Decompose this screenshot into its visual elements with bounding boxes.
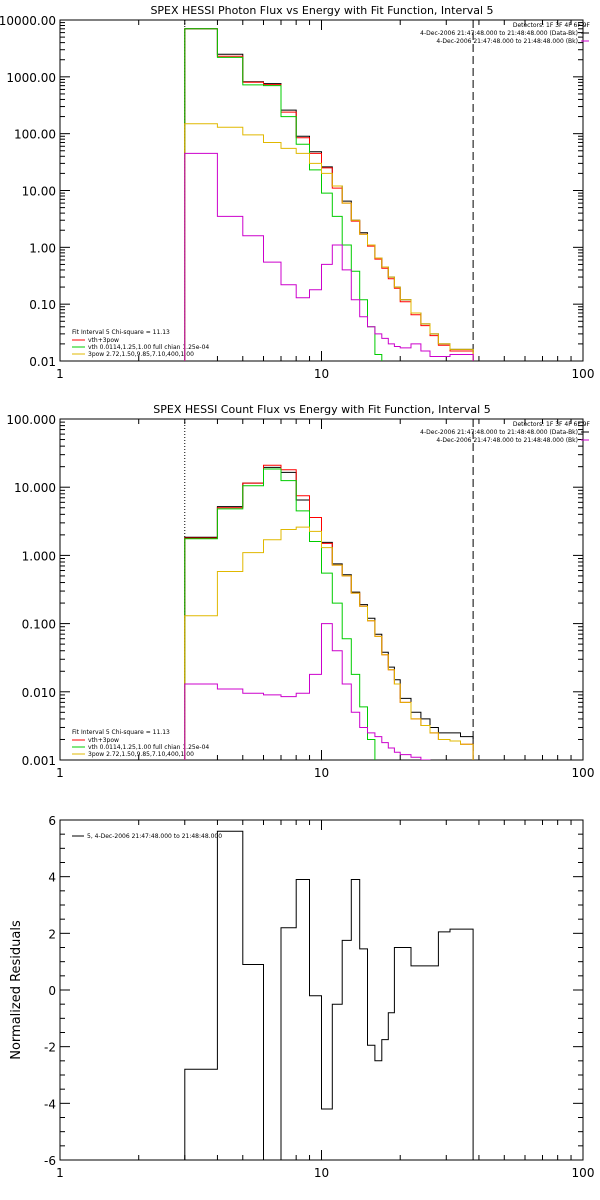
series-group bbox=[184, 464, 474, 760]
plot-frame bbox=[59, 418, 584, 761]
series-line-vth3pow bbox=[184, 464, 474, 760]
x-tick-label: 1 bbox=[56, 367, 64, 381]
y-tick-label: 2 bbox=[48, 927, 56, 941]
series-line-bk bbox=[184, 152, 474, 361]
series-line-vth bbox=[184, 468, 376, 760]
series-line-vth bbox=[184, 28, 383, 361]
x-tick-label: 1 bbox=[56, 1166, 64, 1180]
residuals-panel: Normalized Residuals 5, 4-Dec-2006 21:47… bbox=[9, 814, 594, 1180]
count-flux-panel: SPEX HESSI Count Flux vs Energy with Fit… bbox=[6, 403, 595, 780]
series-line-vth3pow bbox=[184, 28, 474, 361]
photon-header-line1: 4-Dec-2006 21:47:48.000 to 21:48:48.000 … bbox=[420, 30, 578, 37]
photon-legend-entry-3pow: 3pow 2.72,1.50,9.85,7.10,400,1.00 bbox=[88, 351, 194, 358]
count-header-line2: 4-Dec-2006 21:47:48.000 to 21:48:48.000 … bbox=[436, 437, 578, 444]
series-line-total bbox=[184, 28, 474, 361]
y-tick-label: 0 bbox=[48, 984, 56, 998]
y-tick-label: -4 bbox=[44, 1097, 56, 1111]
photon-legend-title: Fit Interval 5 Chi-square = 11.13 bbox=[72, 329, 170, 336]
y-tick-label: 4 bbox=[48, 871, 56, 885]
y-tick-label: -6 bbox=[44, 1154, 56, 1168]
count-legend-entry-3pow: 3pow 2.72,1.50,9.85,7.10,400,1.00 bbox=[88, 751, 194, 758]
y-tick-label: 1.000 bbox=[22, 549, 56, 563]
series-line-total bbox=[184, 466, 474, 760]
x-tick-label: 100 bbox=[572, 1166, 595, 1180]
y-tick-label: 10000.00 bbox=[0, 14, 56, 28]
count-header-line1: 4-Dec-2006 21:47:48.000 to 21:48:48.000 … bbox=[420, 429, 578, 436]
count-legend-entry-vth: vth 0.0114,1.25,1.00 full chian 1.25e-04 bbox=[88, 744, 209, 751]
count-legend-title: Fit Interval 5 Chi-square = 11.13 bbox=[72, 729, 170, 736]
count-legend-entry-vth3pow: vth+3pow bbox=[88, 737, 119, 744]
count-flux-title: SPEX HESSI Count Flux vs Energy with Fit… bbox=[153, 403, 490, 416]
y-tick-label: 100.00 bbox=[14, 128, 56, 142]
y-tick-label: 0.001 bbox=[22, 754, 56, 768]
y-tick-label: -2 bbox=[44, 1041, 56, 1055]
y-tick-label: 0.100 bbox=[22, 618, 56, 632]
series-line-3pow bbox=[184, 123, 474, 361]
y-tick-label: 10.000 bbox=[14, 481, 56, 495]
x-tick-label: 10 bbox=[314, 1166, 329, 1180]
photon-legend-entry-vth3pow: vth+3pow bbox=[88, 337, 119, 344]
x-tick-label: 100 bbox=[572, 766, 595, 780]
series-line-5 bbox=[184, 830, 474, 1160]
x-tick-label: 100 bbox=[572, 367, 595, 381]
photon-flux-panel: SPEX HESSI Photon Flux vs Energy with Fi… bbox=[0, 4, 595, 381]
count-detectors-label: Detectors: 1F 3F 4F 6F 9F bbox=[513, 421, 591, 428]
y-tick-label: 6 bbox=[48, 814, 56, 828]
x-tick-label: 1 bbox=[56, 766, 64, 780]
series-group bbox=[184, 28, 474, 361]
y-tick-label: 10.00 bbox=[22, 185, 56, 199]
y-tick-label: 0.01 bbox=[29, 355, 56, 369]
x-tick-label: 10 bbox=[314, 367, 329, 381]
y-tick-label: 1000.00 bbox=[6, 71, 56, 85]
y-tick-label: 1.00 bbox=[29, 241, 56, 255]
y-tick-label: 0.010 bbox=[22, 686, 56, 700]
y-tick-label: 0.10 bbox=[29, 298, 56, 312]
series-line-bk bbox=[184, 623, 431, 760]
photon-flux-title: SPEX HESSI Photon Flux vs Energy with Fi… bbox=[150, 4, 493, 17]
residuals-legend-entry: 5, 4-Dec-2006 21:47:48.000 to 21:48:48.0… bbox=[87, 833, 222, 840]
photon-detectors-label: Detectors: 1F 3F 4F 6F 9F bbox=[513, 22, 591, 29]
x-tick-label: 10 bbox=[314, 766, 329, 780]
photon-header-line2: 4-Dec-2006 21:47:48.000 to 21:48:48.000 … bbox=[436, 38, 578, 45]
series-group bbox=[184, 830, 474, 1160]
photon-legend-entry-vth: vth 0.0114,1.25,1.00 full chian 1.25e-04 bbox=[88, 344, 209, 351]
residuals-y-axis-label: Normalized Residuals bbox=[9, 920, 24, 1060]
series-line-3pow bbox=[184, 526, 474, 760]
y-tick-label: 100.000 bbox=[6, 413, 56, 427]
